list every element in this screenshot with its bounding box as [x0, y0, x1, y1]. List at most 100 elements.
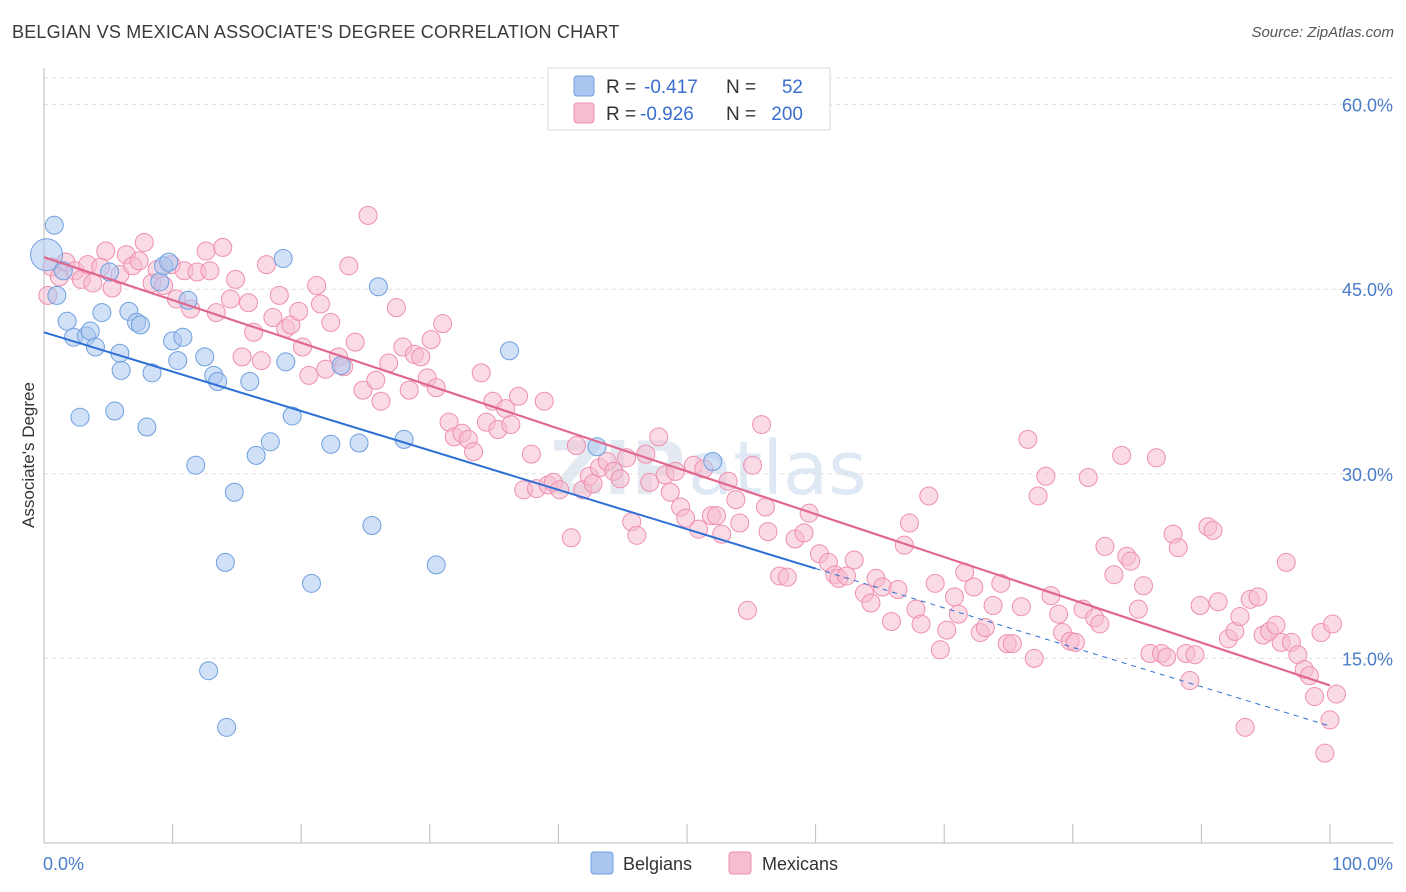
mexican-point-30: [232, 347, 252, 367]
mexican-point-178: [1168, 538, 1188, 558]
mexican-point-34: [256, 255, 276, 275]
mexican-point-149: [991, 573, 1011, 593]
mexican-point-147: [975, 618, 995, 638]
mexican-point-134: [894, 535, 914, 555]
mexican-point-45: [321, 312, 341, 332]
mexican-point-137: [911, 614, 931, 634]
mexican-point-140: [930, 640, 950, 660]
mexican-point-99: [660, 482, 680, 502]
mexican-point-61: [421, 330, 441, 350]
mexican-point-77: [521, 444, 541, 464]
mexican-point-14: [129, 251, 149, 271]
axes: [43, 68, 1393, 844]
mexican-point-196: [1276, 552, 1296, 572]
belgian-point-0: [30, 238, 64, 272]
legend-belgian-n-label: N =: [726, 77, 756, 98]
mexican-point-135: [899, 513, 919, 533]
belgian-point-1: [44, 215, 64, 235]
mexican-point-182: [1190, 595, 1210, 615]
mexican-point-94: [627, 525, 647, 545]
mexican-point-102: [676, 508, 696, 528]
mexican-point-168: [1112, 445, 1132, 465]
mexican-point-120: [794, 523, 814, 543]
mexican-point-107: [707, 506, 727, 526]
mexican-point-158: [1049, 604, 1069, 624]
mexican-point-96: [640, 472, 660, 492]
mexican-point-180: [1180, 671, 1200, 691]
y-tick-labels: 15.0% 30.0% 45.0% 60.0%: [1342, 96, 1393, 670]
mexican-point-145: [964, 577, 984, 597]
belgian-point-24: [168, 351, 188, 371]
legend-belgian-r-label: R =: [606, 77, 636, 98]
mexican-point-84: [566, 436, 586, 456]
mexican-point-166: [1095, 536, 1115, 556]
mexican-point-156: [1036, 466, 1056, 486]
belgian-point-12: [105, 401, 125, 421]
correlation-legend: R = -0.417 N = 52 R = -0.926 N = 200: [547, 67, 831, 131]
mexican-point-55: [386, 298, 406, 318]
belgian-point-18: [137, 417, 157, 437]
mexican-point-53: [371, 391, 391, 411]
mexican-point-129: [861, 593, 881, 613]
belgian-point-25: [173, 327, 193, 347]
belgian-point-47: [394, 429, 414, 449]
y-tick-label-2: 45.0%: [1342, 280, 1393, 300]
mexican-point-59: [411, 347, 431, 367]
mexican-point-116: [758, 522, 778, 542]
y-tick-label-0: 15.0%: [1342, 649, 1393, 669]
mexican-point-28: [220, 289, 240, 309]
mexicans-legend-swatch: [728, 851, 752, 875]
mexicans-legend-label: Mexicans: [762, 854, 838, 874]
mexican-point-87: [583, 474, 603, 494]
mexicans-trend-line: [43, 256, 1331, 687]
belgians-legend-label: Belgians: [623, 854, 692, 874]
belgian-point-33: [217, 717, 237, 737]
mexican-point-36: [269, 285, 289, 305]
mexican-point-24: [196, 241, 216, 261]
mexican-point-204: [1320, 710, 1340, 730]
belgian-point-19: [142, 363, 162, 383]
mexican-point-68: [464, 442, 484, 462]
legend-mexican-swatch: [573, 102, 595, 124]
mexican-point-148: [983, 595, 1003, 615]
mexican-point-39: [289, 301, 309, 321]
mexican-point-138: [919, 486, 939, 506]
mexican-point-110: [726, 490, 746, 510]
belgian-point-8: [80, 321, 100, 341]
mexican-point-143: [948, 604, 968, 624]
belgian-point-29: [199, 661, 219, 681]
mexican-point-75: [509, 386, 529, 406]
mexican-point-153: [1018, 429, 1038, 449]
mexican-point-42: [307, 276, 327, 296]
mexican-point-184: [1203, 520, 1223, 540]
mexican-point-91: [610, 469, 630, 489]
mexican-point-79: [534, 391, 554, 411]
belgian-point-41: [301, 573, 321, 593]
legend-mexican-r-value: -0.926: [640, 104, 694, 125]
mexican-point-127: [844, 550, 864, 570]
gridlines: [44, 77, 1393, 659]
belgian-point-27: [186, 455, 206, 475]
mexican-point-191: [1248, 587, 1268, 607]
mexican-point-194: [1266, 615, 1286, 635]
mexican-point-174: [1146, 448, 1166, 468]
mexican-point-176: [1157, 647, 1177, 667]
mexican-point-181: [1185, 645, 1205, 665]
mexican-point-203: [1315, 743, 1335, 763]
belgian-point-10: [92, 303, 112, 323]
belgian-point-2: [47, 285, 67, 305]
belgian-point-4: [57, 311, 77, 331]
legend-mexican-r-label: R =: [606, 104, 636, 125]
belgians-trend-line: [43, 331, 816, 570]
y-tick-label-3: 60.0%: [1342, 96, 1393, 116]
legend-belgian-n-value: 52: [782, 77, 803, 98]
mexican-point-133: [888, 579, 908, 599]
source-credit: Source: ZipAtlas.com: [1251, 24, 1394, 41]
belgian-point-17: [130, 315, 150, 335]
mexican-point-113: [743, 455, 763, 475]
belgian-point-20: [150, 272, 170, 292]
legend-box: [547, 67, 831, 131]
mexican-point-126: [836, 566, 856, 586]
mexican-point-151: [1002, 634, 1022, 654]
belgian-point-42: [321, 434, 341, 454]
